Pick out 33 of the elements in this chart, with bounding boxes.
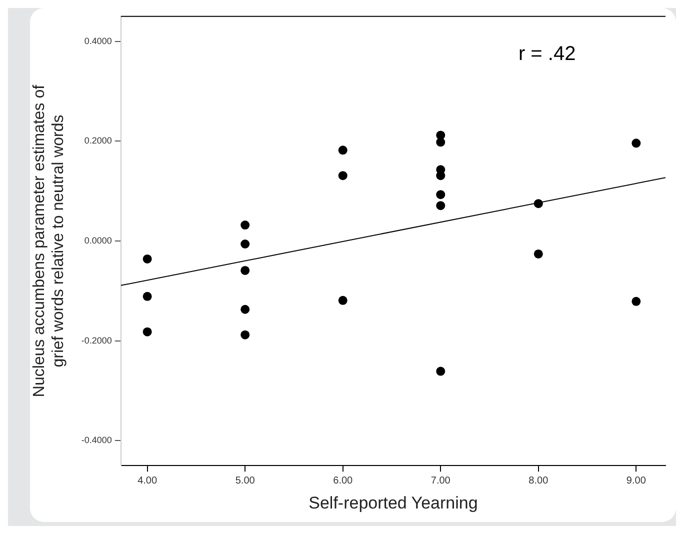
point xyxy=(240,266,250,275)
point xyxy=(142,292,152,301)
x-tick-label: 8.00 xyxy=(528,475,549,486)
y-tick-label: 0.2000 xyxy=(84,136,112,146)
point xyxy=(436,138,446,147)
point xyxy=(632,296,641,306)
point xyxy=(632,138,641,148)
x-tick-label: 5.00 xyxy=(235,475,256,486)
point xyxy=(240,330,250,340)
point xyxy=(240,220,250,230)
x-tick-label: 6.00 xyxy=(333,475,354,486)
y-axis-title: Nucleus accumbens parameter estimates of grief words relative to neutral words xyxy=(31,84,68,398)
point xyxy=(240,304,250,314)
point xyxy=(436,201,446,210)
point xyxy=(436,366,446,376)
point xyxy=(534,199,543,208)
x-axis-title: Self-reported Yearning xyxy=(308,493,478,512)
y-tick-label: -0.4000 xyxy=(81,435,112,446)
point xyxy=(436,190,446,200)
y-tick-label: 0.4000 xyxy=(84,36,112,46)
point xyxy=(534,249,543,258)
y-tick-label: -0.2000 xyxy=(81,335,112,346)
x-tick-label: 9.00 xyxy=(626,475,646,486)
point xyxy=(142,327,152,336)
point xyxy=(240,239,250,248)
x-tick-label: 7.00 xyxy=(430,475,451,486)
y-tick-label: 0.0000 xyxy=(84,235,112,246)
point xyxy=(338,146,348,155)
x-tick-label: 4.00 xyxy=(138,475,158,486)
annotation: r = .42 xyxy=(518,42,576,65)
point xyxy=(338,171,348,180)
point xyxy=(338,296,348,305)
point xyxy=(142,254,152,264)
